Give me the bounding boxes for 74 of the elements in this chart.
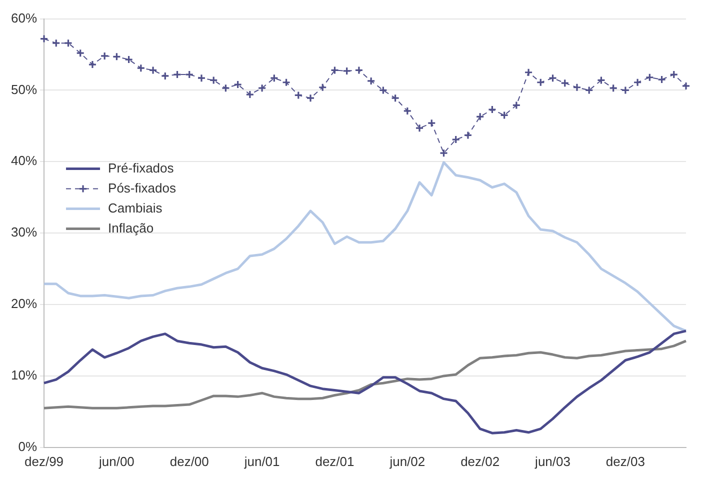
x-tick-label: dez/03 [606, 454, 645, 469]
point [160, 72, 170, 80]
point [536, 78, 545, 87]
y-tick-label: 10% [10, 368, 38, 383]
x-tick-label: dez/02 [460, 454, 500, 469]
y-tick-label: 50% [10, 82, 38, 97]
point [148, 66, 158, 75]
point [645, 73, 654, 82]
point [209, 76, 218, 85]
y-tick-label: 60% [10, 10, 38, 26]
legend-label: Pós-fixados [108, 180, 176, 196]
point [548, 74, 558, 82]
point [403, 106, 412, 116]
point [221, 84, 230, 92]
point [330, 66, 340, 75]
point [621, 86, 630, 95]
point [52, 38, 60, 48]
point [197, 74, 206, 82]
point [112, 52, 121, 61]
x-tick-label: jun/01 [243, 454, 280, 469]
point [136, 64, 146, 72]
point [282, 78, 291, 87]
point [452, 135, 460, 144]
point [342, 66, 352, 76]
point [124, 55, 134, 64]
point [318, 83, 327, 92]
point [584, 86, 594, 95]
point [378, 86, 388, 95]
point [464, 130, 472, 140]
x-tick-label: jun/00 [98, 454, 134, 469]
point [234, 80, 242, 89]
point [390, 94, 400, 102]
y-tick-label: 30% [10, 224, 38, 240]
legend-label: Pré-fixados [108, 160, 174, 176]
x-tick-label: jun/02 [388, 454, 426, 469]
point [172, 70, 182, 79]
x-tick-label: jun/03 [534, 454, 570, 469]
point [427, 118, 436, 128]
point [524, 68, 533, 77]
point [415, 124, 424, 132]
point [476, 112, 484, 121]
point [64, 38, 73, 48]
point [633, 78, 642, 87]
point [246, 90, 254, 99]
point [366, 76, 376, 86]
point [488, 105, 496, 114]
y-tick-label: 40% [10, 153, 38, 168]
point [439, 148, 448, 158]
point [609, 84, 618, 92]
point [572, 83, 582, 92]
x-tick-label: dez/01 [315, 454, 354, 469]
point [294, 90, 303, 100]
point [100, 52, 109, 60]
point [270, 74, 278, 82]
point [512, 100, 521, 110]
point [560, 78, 570, 88]
point [76, 48, 85, 58]
point [500, 110, 509, 120]
point [40, 34, 48, 44]
point [596, 76, 606, 85]
point [306, 94, 315, 102]
legend-label: Inflação [108, 220, 154, 236]
x-tick-label: dez/99 [24, 454, 64, 469]
point [682, 82, 690, 90]
legend-label: Cambiais [108, 200, 163, 216]
point [657, 75, 666, 84]
point [354, 66, 364, 75]
y-tick-label: 0% [18, 438, 38, 454]
x-tick-label: dez/00 [170, 454, 209, 469]
point [185, 70, 194, 79]
y-tick-label: 20% [10, 296, 38, 312]
point [258, 84, 266, 92]
point [670, 70, 678, 79]
point [88, 60, 97, 69]
